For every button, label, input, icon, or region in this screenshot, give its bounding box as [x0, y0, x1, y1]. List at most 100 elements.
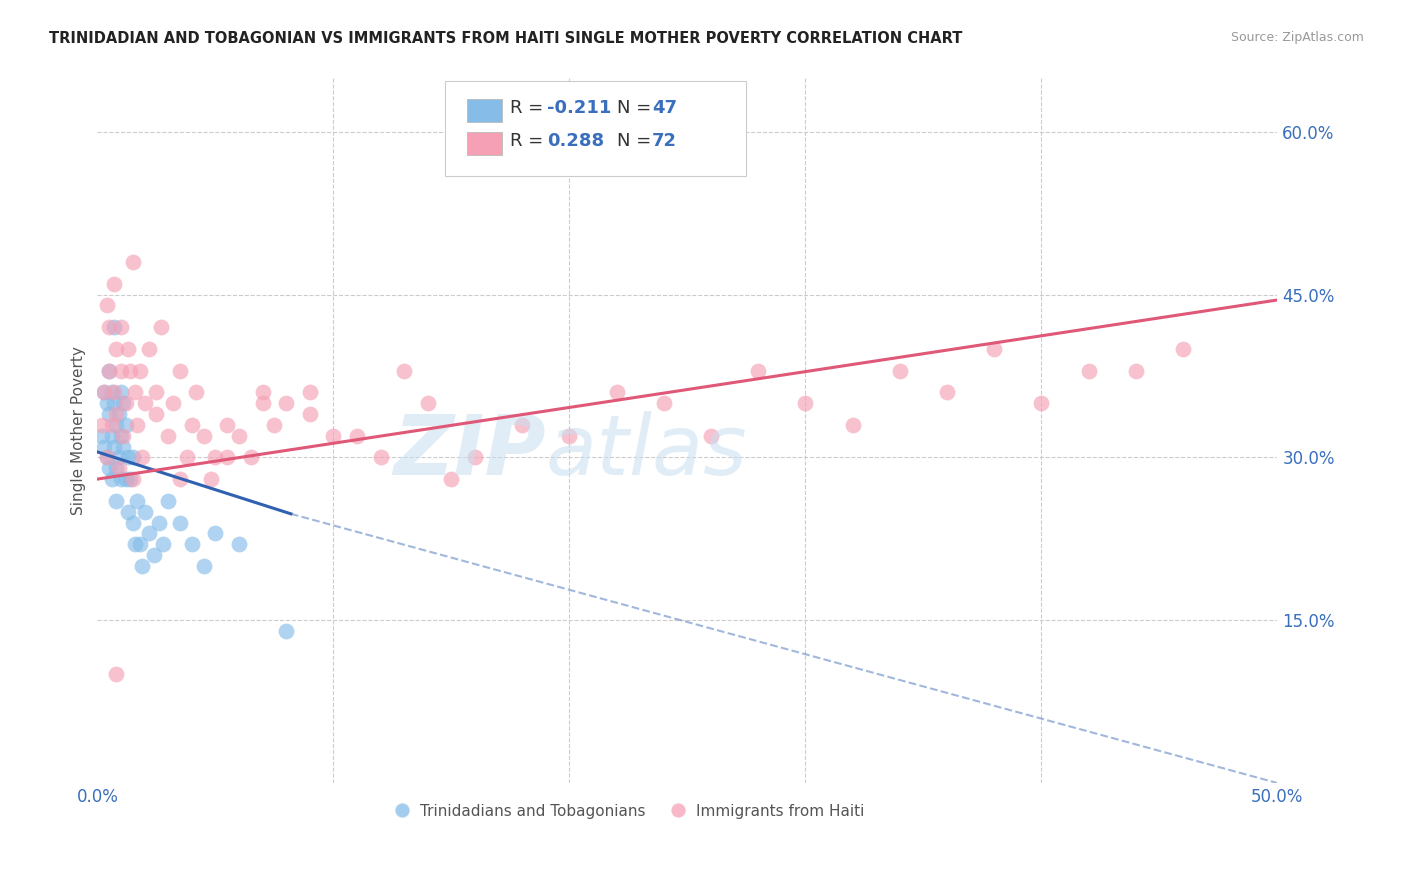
Point	[346, 428, 368, 442]
Point	[841, 417, 863, 432]
Point	[91, 428, 114, 442]
Point	[103, 320, 125, 334]
Point	[193, 558, 215, 573]
Point	[193, 428, 215, 442]
Point	[96, 298, 118, 312]
Point	[157, 493, 180, 508]
Point	[127, 417, 149, 432]
Text: R =: R =	[510, 132, 550, 150]
Point	[138, 526, 160, 541]
FancyBboxPatch shape	[467, 99, 502, 122]
Point	[131, 558, 153, 573]
Point	[252, 396, 274, 410]
Point	[121, 472, 143, 486]
Point	[103, 385, 125, 400]
Point	[298, 385, 321, 400]
Point	[134, 396, 156, 410]
Point	[103, 440, 125, 454]
Point	[98, 363, 121, 377]
Point	[1125, 363, 1147, 377]
Point	[138, 342, 160, 356]
Point	[176, 450, 198, 465]
Point	[105, 667, 128, 681]
Point	[145, 407, 167, 421]
Point	[107, 461, 129, 475]
Point	[1077, 363, 1099, 377]
Point	[180, 537, 202, 551]
Point	[204, 450, 226, 465]
Point	[120, 472, 142, 486]
Legend: Trinidadians and Tobagonians, Immigrants from Haiti: Trinidadians and Tobagonians, Immigrants…	[387, 797, 870, 825]
Point	[128, 537, 150, 551]
Point	[117, 342, 139, 356]
Point	[169, 363, 191, 377]
Point	[110, 363, 132, 377]
Point	[276, 396, 298, 410]
Point	[131, 450, 153, 465]
Text: N =: N =	[617, 99, 657, 117]
Point	[117, 505, 139, 519]
Point	[263, 417, 285, 432]
Text: TRINIDADIAN AND TOBAGONIAN VS IMMIGRANTS FROM HAITI SINGLE MOTHER POVERTY CORREL: TRINIDADIAN AND TOBAGONIAN VS IMMIGRANTS…	[49, 31, 963, 46]
Point	[124, 385, 146, 400]
Point	[110, 472, 132, 486]
Point	[936, 385, 959, 400]
Point	[150, 320, 173, 334]
Point	[1031, 396, 1053, 410]
Point	[124, 537, 146, 551]
Point	[121, 516, 143, 530]
Point	[110, 428, 132, 442]
Y-axis label: Single Mother Poverty: Single Mother Poverty	[72, 346, 86, 515]
Point	[464, 450, 486, 465]
Point	[143, 548, 166, 562]
Point	[162, 396, 184, 410]
Point	[114, 396, 136, 410]
Point	[98, 320, 121, 334]
FancyBboxPatch shape	[467, 133, 502, 155]
Text: R =: R =	[510, 99, 550, 117]
Text: N =: N =	[617, 132, 657, 150]
Point	[100, 472, 122, 486]
Text: ZIP: ZIP	[394, 411, 546, 491]
Point	[298, 407, 321, 421]
Point	[105, 417, 128, 432]
Point	[228, 428, 250, 442]
Point	[148, 516, 170, 530]
Point	[186, 385, 208, 400]
Point	[169, 472, 191, 486]
Point	[1171, 342, 1194, 356]
Point	[228, 537, 250, 551]
Point	[169, 516, 191, 530]
Point	[152, 537, 174, 551]
Point	[983, 342, 1005, 356]
Point	[100, 428, 122, 442]
Point	[105, 407, 128, 421]
Point	[105, 342, 128, 356]
Point	[606, 385, 628, 400]
Point	[145, 385, 167, 400]
Text: Source: ZipAtlas.com: Source: ZipAtlas.com	[1230, 31, 1364, 45]
Point	[91, 417, 114, 432]
Point	[322, 428, 344, 442]
Point	[252, 385, 274, 400]
Point	[127, 493, 149, 508]
Point	[103, 396, 125, 410]
Point	[117, 450, 139, 465]
Point	[889, 363, 911, 377]
Point	[120, 363, 142, 377]
Point	[98, 461, 121, 475]
Point	[239, 450, 262, 465]
Point	[510, 417, 533, 432]
Point	[112, 428, 135, 442]
Point	[794, 396, 817, 410]
Point	[128, 363, 150, 377]
Point	[93, 440, 115, 454]
Point	[276, 624, 298, 638]
Point	[93, 385, 115, 400]
Text: 0.288: 0.288	[547, 132, 605, 150]
Point	[96, 396, 118, 410]
Point	[105, 493, 128, 508]
Point	[98, 363, 121, 377]
Point	[112, 440, 135, 454]
Point	[112, 396, 135, 410]
